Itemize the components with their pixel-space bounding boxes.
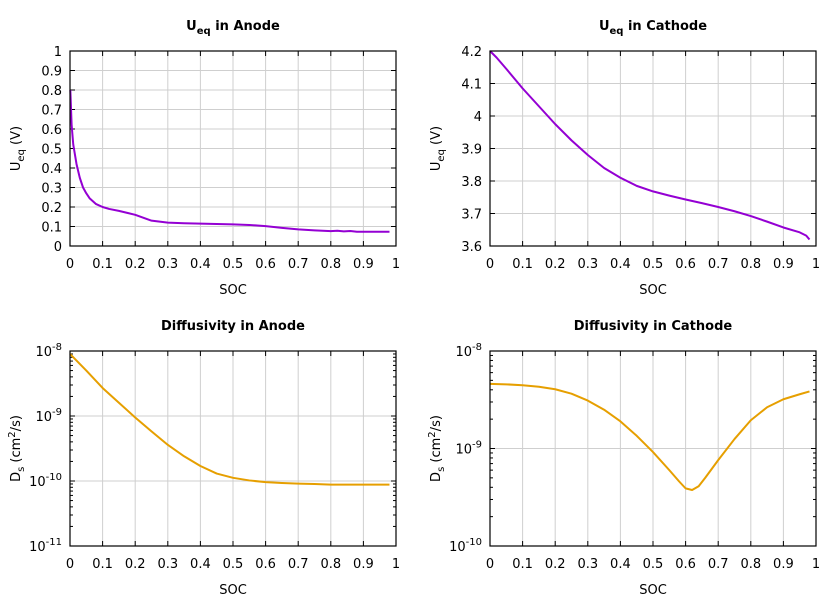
- chart-3-xtick-label-1: 0.1: [92, 557, 113, 572]
- chart-3-xtick-label-3: 0.3: [157, 557, 178, 572]
- chart-3-xlabel: SOC: [219, 583, 247, 598]
- chart-1-ylabel: Ueq (V): [9, 126, 27, 171]
- chart-1-series-line: [69, 89, 390, 233]
- chart-1-ytick-label-3: 0.3: [41, 182, 62, 197]
- chart-1-xtick-label-6: 0.6: [255, 257, 276, 272]
- chart-panel-4: 0 0.1 0.2 0.3 0.4 0.5 0.6 0.7 0.8 0.9 1 10-10 10-9 10…: [427, 319, 820, 598]
- chart-4-xtick-label-7: 0.7: [708, 557, 729, 572]
- chart-4-series-line: [489, 382, 810, 492]
- chart-panel-2: 0 0.1 0.2 0.3 0.4 0.5 0.6 0.7 0.8 0.9 1 3.6 3.7 3.8 3.…: [429, 19, 820, 298]
- chart-1-xlabel: SOC: [219, 283, 247, 298]
- chart-2-xtick-label-5: 0.5: [643, 257, 664, 272]
- chart-2-xtick-label-4: 0.4: [610, 257, 631, 272]
- chart-3-ytick-label-0: 10-11: [29, 537, 62, 555]
- chart-4-ytick-label-1: 10-9: [455, 440, 482, 458]
- chart-4-xtick-label-10: 1: [812, 557, 820, 572]
- chart-3-xtick-label-5: 0.5: [223, 557, 244, 572]
- chart-2-xtick-label-1: 0.1: [512, 257, 533, 272]
- chart-1-xtick-label-3: 0.3: [157, 257, 178, 272]
- chart-2-xtick-label-8: 0.8: [740, 257, 761, 272]
- chart-2-ylabel: Ueq (V): [429, 126, 447, 171]
- chart-1-ytick-label-1: 0.1: [41, 221, 62, 236]
- chart-1-xtick-label-1: 0.1: [92, 257, 113, 272]
- chart-1-ytick-label-7: 0.7: [41, 104, 62, 119]
- chart-1-ytick-label-9: 0.9: [41, 65, 62, 80]
- chart-2-xtick-label-9: 0.9: [773, 257, 794, 272]
- chart-1-xtick-label-4: 0.4: [190, 257, 211, 272]
- chart-1-xtick-label-10: 1: [392, 257, 400, 272]
- chart-1-xtick-label-0: 0: [66, 257, 74, 272]
- chart-1-ytick-label-4: 0.4: [41, 162, 62, 177]
- chart-2-xtick-label-6: 0.6: [675, 257, 696, 272]
- chart-1-xtick-label-5: 0.5: [223, 257, 244, 272]
- chart-3-xtick-label-9: 0.9: [353, 557, 374, 572]
- chart-3-xtick-label-6: 0.6: [255, 557, 276, 572]
- chart-4-xtick-label-5: 0.5: [643, 557, 664, 572]
- chart-1-ytick-label-8: 0.8: [41, 84, 62, 99]
- chart-4-plot-frame: [489, 350, 817, 547]
- chart-1-ytick-label-10: 1: [54, 45, 62, 60]
- chart-2-series-line: [489, 50, 811, 241]
- chart-2-ytick-label-0: 3.6: [461, 240, 482, 255]
- chart-3-plot-frame: [69, 350, 397, 547]
- chart-3-title: Diffusivity in Anode: [161, 319, 305, 334]
- chart-panel-3: 0 0.1 0.2 0.3 0.4 0.5 0.6 0.7 0.8 0.9 1 10-11 10-10 1…: [7, 319, 400, 598]
- chart-2-xtick-label-2: 0.2: [545, 257, 566, 272]
- chart-3-xtick-label-10: 1: [392, 557, 400, 572]
- chart-2-ytick-label-5: 4.1: [461, 78, 482, 93]
- chart-3-xtick-label-2: 0.2: [125, 557, 146, 572]
- chart-2-xlabel: SOC: [639, 283, 667, 298]
- chart-4-xtick-label-2: 0.2: [545, 557, 566, 572]
- chart-3-ytick-label-1: 10-10: [29, 472, 62, 490]
- chart-4-xtick-label-9: 0.9: [773, 557, 794, 572]
- chart-3-xtick-label-4: 0.4: [190, 557, 211, 572]
- chart-1-xtick-label-7: 0.7: [288, 257, 309, 272]
- chart-3-xtick-label-7: 0.7: [288, 557, 309, 572]
- chart-2-ytick-label-1: 3.7: [461, 208, 482, 223]
- chart-3-series-line: [69, 353, 390, 486]
- chart-3-ytick-label-3: 10-8: [35, 342, 62, 360]
- chart-2-xtick-label-10: 1: [812, 257, 820, 272]
- chart-1-ytick-label-2: 0.2: [41, 201, 62, 216]
- chart-1-ytick-label-5: 0.5: [41, 143, 62, 158]
- chart-2-ytick-label-3: 3.9: [461, 143, 482, 158]
- chart-4-xtick-label-3: 0.3: [577, 557, 598, 572]
- chart-4-ytick-label-2: 10-8: [455, 342, 482, 360]
- chart-3-ylabel: Ds (cm2/s): [7, 415, 27, 482]
- chart-2-ytick-label-2: 3.8: [461, 175, 482, 190]
- chart-2-ytick-label-6: 4.2: [461, 45, 482, 60]
- chart-4-ytick-label-0: 10-10: [449, 537, 482, 555]
- chart-4-xtick-label-0: 0: [486, 557, 494, 572]
- chart-1-xtick-label-8: 0.8: [320, 257, 341, 272]
- chart-3-xtick-label-0: 0: [66, 557, 74, 572]
- chart-1-title: Ueq in Anode: [186, 19, 280, 37]
- chart-3-ytick-label-2: 10-9: [35, 407, 62, 425]
- chart-2-ytick-label-4: 4: [474, 110, 482, 125]
- chart-1-xtick-label-2: 0.2: [125, 257, 146, 272]
- chart-2-title: Ueq in Cathode: [599, 19, 707, 37]
- chart-4-xtick-label-1: 0.1: [512, 557, 533, 572]
- chart-1-ytick-label-6: 0.6: [41, 123, 62, 138]
- chart-4-xtick-label-4: 0.4: [610, 557, 631, 572]
- chart-2-xtick-label-7: 0.7: [708, 257, 729, 272]
- chart-1-plot-frame: [69, 50, 397, 247]
- chart-4-xtick-label-8: 0.8: [740, 557, 761, 572]
- chart-2-xtick-label-3: 0.3: [577, 257, 598, 272]
- chart-4-xtick-label-6: 0.6: [675, 557, 696, 572]
- chart-2-xtick-label-0: 0: [486, 257, 494, 272]
- chart-4-title: Diffusivity in Cathode: [574, 319, 733, 334]
- chart-1-xtick-label-9: 0.9: [353, 257, 374, 272]
- chart-4-xlabel: SOC: [639, 583, 667, 598]
- chart-panel-1: 0 0.1 0.2 0.3 0.4 0.5 0.6 0.7 0.8 0.9 1 0 0.1 0.2 0.3 0…: [9, 19, 400, 298]
- chart-4-ylabel: Ds (cm2/s): [427, 415, 447, 482]
- chart-1-ytick-label-0: 0: [54, 240, 62, 255]
- chart-2-plot-frame: [489, 50, 817, 247]
- chart-3-xtick-label-8: 0.8: [320, 557, 341, 572]
